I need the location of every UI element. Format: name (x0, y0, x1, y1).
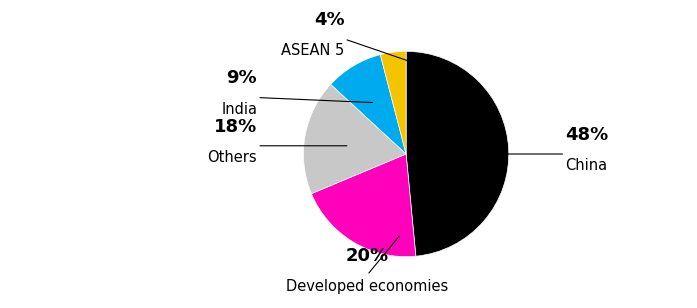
Text: ASEAN 5: ASEAN 5 (282, 43, 344, 58)
Wedge shape (406, 51, 509, 256)
Text: 48%: 48% (565, 126, 608, 144)
Text: Developed economies: Developed economies (286, 279, 448, 294)
Wedge shape (330, 55, 406, 154)
Wedge shape (381, 51, 406, 154)
Text: Others: Others (208, 150, 257, 165)
Wedge shape (312, 154, 416, 257)
Text: China: China (565, 158, 607, 173)
Text: 20%: 20% (346, 247, 389, 265)
Wedge shape (303, 84, 406, 194)
Text: 9%: 9% (227, 69, 257, 87)
Text: 18%: 18% (214, 118, 257, 136)
Text: 4%: 4% (314, 11, 344, 29)
Text: India: India (221, 102, 257, 117)
